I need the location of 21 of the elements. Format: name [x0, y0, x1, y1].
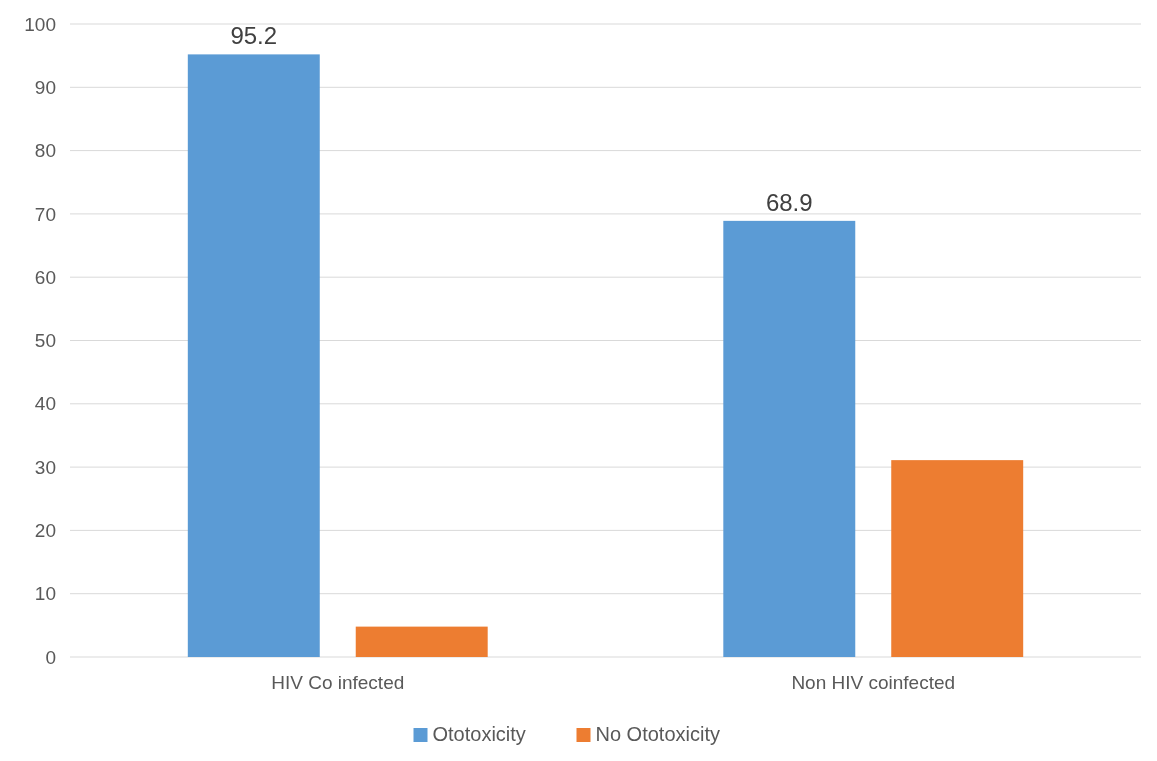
y-tick-label: 50: [34, 330, 56, 352]
bar: [187, 54, 320, 657]
y-tick-label: 90: [34, 76, 56, 98]
y-tick-label: 60: [34, 266, 56, 288]
bar: [355, 626, 488, 657]
y-tick-label: 70: [34, 203, 56, 225]
data-label: 95.2: [230, 22, 278, 50]
y-tick-label: 80: [34, 140, 56, 162]
x-tick-label: HIV Co infected: [271, 672, 405, 693]
x-tick-label: Non HIV coinfected: [791, 672, 956, 693]
bar: [723, 220, 856, 657]
y-tick-label: 20: [34, 520, 56, 542]
y-tick-label: 0: [45, 646, 56, 668]
y-tick-label: 100: [24, 13, 56, 35]
y-tick-label: 30: [34, 456, 56, 478]
legend-label: No Ototoxicity: [595, 723, 720, 745]
bar: [891, 460, 1024, 657]
legend-label: Ototoxicity: [432, 723, 526, 745]
y-tick-label: 40: [34, 393, 56, 415]
data-label: 68.9: [765, 188, 813, 216]
y-tick-label: 10: [34, 583, 56, 605]
